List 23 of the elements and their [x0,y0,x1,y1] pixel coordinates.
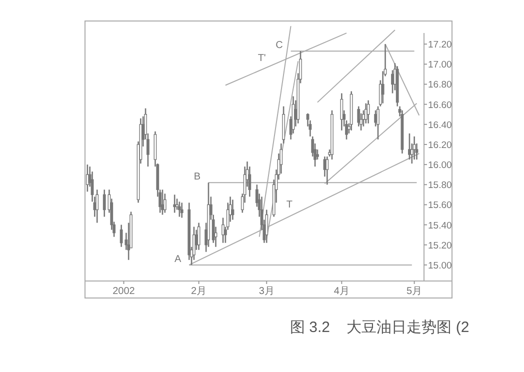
y-tick-label: 16.60 [428,100,452,111]
x-tick-label: 2月 [191,286,207,297]
annotation: B [194,172,201,183]
y-tick-label: 15.80 [428,180,452,192]
y-tick-label: 16.00 [428,160,452,172]
x-tick-label: 4月 [334,286,350,297]
y-tick-label: 16.20 [428,140,452,151]
annotation: C [276,40,283,52]
y-tick-label: 15.60 [428,200,452,212]
y-tick-label: 17.20 [428,40,452,51]
text: 图 3.2 大豆油日走势图 (2 [290,319,470,336]
y-tick-label: 15.00 [428,260,452,272]
y-tick-label: 16.40 [428,120,452,131]
x-tick-label: 3月 [258,286,274,297]
annotation: A [174,254,182,265]
y-tick-label: 17.00 [428,60,452,71]
y-tick-label: 16.80 [428,80,452,91]
annotation: T [286,200,293,211]
x-tick-label: 2002 [112,286,136,297]
y-tick-label: 15.40 [428,220,452,232]
y-tick-label: 15.20 [428,240,452,252]
annotation: T' [258,53,266,64]
x-tick-label: 5月 [406,286,422,297]
